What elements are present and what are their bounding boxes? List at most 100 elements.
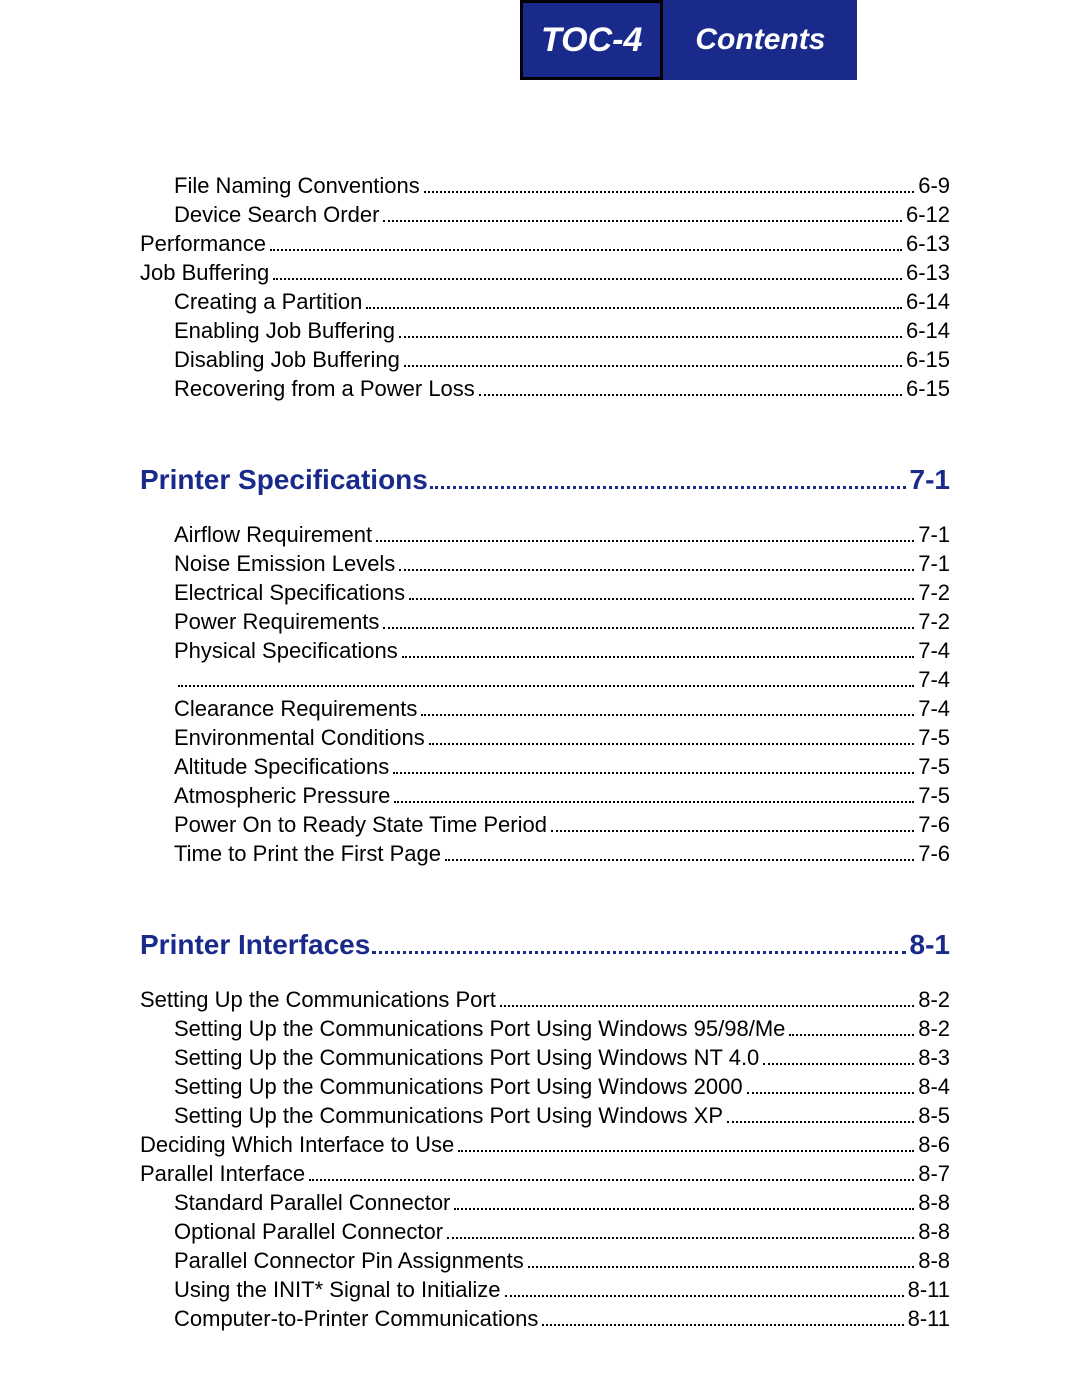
toc-leader-dots — [393, 772, 914, 774]
toc-entry-label: Environmental Conditions — [174, 725, 425, 751]
toc-entry-page: 7-4 — [918, 696, 950, 722]
toc-entry-label: Noise Emission Levels — [174, 551, 395, 577]
toc-entry-page: 6-14 — [906, 289, 950, 315]
toc-entry-label: Atmospheric Pressure — [174, 783, 390, 809]
toc-leader-dots — [270, 249, 902, 251]
toc-entry-page: 7-6 — [918, 812, 950, 838]
toc-leader-dots — [551, 830, 914, 832]
toc-entry[interactable]: Power Requirements 7-2 — [140, 609, 950, 635]
toc-leader-dots — [727, 1121, 914, 1123]
toc-leader-dots — [372, 951, 905, 954]
toc-entry[interactable]: Parallel Connector Pin Assignments8-8 — [140, 1248, 950, 1274]
toc-leader-dots — [445, 859, 914, 861]
toc-leader-dots — [424, 191, 914, 193]
section-after-gap — [140, 499, 950, 519]
toc-entry[interactable]: File Naming Conventions6-9 — [140, 173, 950, 199]
toc-entry-page: 7-6 — [918, 841, 950, 867]
toc-leader-dots — [404, 365, 902, 367]
contents-title-box: Contents — [663, 0, 857, 80]
toc-entry-page: 7-5 — [918, 783, 950, 809]
toc-leader-dots — [409, 598, 914, 600]
toc-entry[interactable]: Noise Emission Levels7-1 — [140, 551, 950, 577]
toc-entry-label: Setting Up the Communications Port — [140, 987, 496, 1013]
toc-entry[interactable]: 7-4 — [140, 667, 950, 693]
toc-entry-label: Computer-to-Printer Communications — [174, 1306, 538, 1332]
toc-entry-label: Power Requirements — [174, 609, 379, 635]
toc-entry[interactable]: Setting Up the Communications Port8-2 — [140, 987, 950, 1013]
toc-section-page: 8-1 — [910, 929, 950, 961]
section-gap — [140, 870, 950, 926]
toc-entry[interactable]: Performance6-13 — [140, 231, 950, 257]
toc-leader-dots — [500, 1005, 914, 1007]
toc-entry-page: 7-2 — [918, 609, 950, 635]
toc-entry-label: Clearance Requirements — [174, 696, 417, 722]
toc-leader-dots — [505, 1295, 904, 1297]
toc-entry[interactable]: Time to Print the First Page 7-6 — [140, 841, 950, 867]
toc-entry[interactable]: Electrical Specifications7-2 — [140, 580, 950, 606]
toc-leader-dots — [273, 278, 902, 280]
toc-body: File Naming Conventions6-9 Device Search … — [0, 80, 1080, 1395]
toc-entry[interactable]: Computer-to-Printer Communications8-11 — [140, 1306, 950, 1332]
toc-leader-dots — [458, 1150, 914, 1152]
toc-entry-label: Setting Up the Communications Port Using… — [174, 1016, 785, 1042]
toc-entry[interactable]: Setting Up the Communications Port Using… — [140, 1016, 950, 1042]
toc-entry[interactable]: Recovering from a Power Loss6-15 — [140, 376, 950, 402]
toc-entry-page: 8-8 — [918, 1248, 950, 1274]
toc-entry[interactable]: Power On to Ready State Time Period7-6 — [140, 812, 950, 838]
toc-entry[interactable]: Atmospheric Pressure 7-5 — [140, 783, 950, 809]
toc-section-page: 7-1 — [910, 464, 950, 496]
toc-entry-page: 6-15 — [906, 376, 950, 402]
toc-entry[interactable]: Optional Parallel Connector8-8 — [140, 1219, 950, 1245]
toc-entry-label: Setting Up the Communications Port Using… — [174, 1074, 743, 1100]
toc-section-title: Printer Interfaces — [140, 929, 370, 961]
toc-entry[interactable]: Setting Up the Communications Port Using… — [140, 1074, 950, 1100]
toc-entry-page: 8-8 — [918, 1219, 950, 1245]
toc-leader-dots — [376, 540, 914, 542]
toc-entry[interactable]: Job Buffering6-13 — [140, 260, 950, 286]
toc-entry[interactable]: Standard Parallel Connector8-8 — [140, 1190, 950, 1216]
toc-entry[interactable]: Enabling Job Buffering6-14 — [140, 318, 950, 344]
toc-section-heading[interactable]: Printer Specifications 7-1 — [140, 464, 950, 496]
toc-entry-page: 8-7 — [918, 1161, 950, 1187]
toc-leader-dots — [394, 801, 914, 803]
toc-entry[interactable]: Creating a Partition6-14 — [140, 289, 950, 315]
toc-leader-dots — [402, 656, 914, 658]
toc-entry-page: 6-15 — [906, 347, 950, 373]
toc-leader-dots — [789, 1034, 914, 1036]
toc-entry-label: Job Buffering — [140, 260, 269, 286]
toc-entry-page: 8-3 — [918, 1045, 950, 1071]
page-header: TOC-4 Contents — [520, 0, 1080, 80]
toc-entry-label: Using the INIT* Signal to Initialize — [174, 1277, 501, 1303]
toc-entry-label: Time to Print the First Page — [174, 841, 441, 867]
toc-leader-dots — [454, 1208, 914, 1210]
toc-entry-label: Standard Parallel Connector — [174, 1190, 450, 1216]
toc-entry-page: 8-5 — [918, 1103, 950, 1129]
toc-entry[interactable]: Disabling Job Buffering 6-15 — [140, 347, 950, 373]
toc-section-heading[interactable]: Printer Interfaces 8-1 — [140, 929, 950, 961]
toc-leader-dots — [309, 1179, 914, 1181]
toc-entry[interactable]: Physical Specifications7-4 — [140, 638, 950, 664]
toc-entry-label: Performance — [140, 231, 266, 257]
toc-entry[interactable]: Using the INIT* Signal to Initialize8-11 — [140, 1277, 950, 1303]
toc-entry[interactable]: Airflow Requirement7-1 — [140, 522, 950, 548]
toc-entry-page: 7-4 — [918, 638, 950, 664]
toc-leader-dots — [383, 220, 902, 222]
toc-entry-label: Disabling Job Buffering — [174, 347, 400, 373]
toc-entry-label: Deciding Which Interface to Use — [140, 1132, 454, 1158]
toc-entry-label: Setting Up the Communications Port Using… — [174, 1103, 723, 1129]
toc-entry-label: Electrical Specifications — [174, 580, 405, 606]
toc-entry-page: 6-12 — [906, 202, 950, 228]
toc-section-title: Printer Specifications — [140, 464, 428, 496]
toc-entry-page: 8-4 — [918, 1074, 950, 1100]
toc-entry[interactable]: Setting Up the Communications Port Using… — [140, 1103, 950, 1129]
toc-entry[interactable]: Device Search Order6-12 — [140, 202, 950, 228]
toc-entry[interactable]: Setting Up the Communications Port Using… — [140, 1045, 950, 1071]
toc-entry[interactable]: Deciding Which Interface to Use8-6 — [140, 1132, 950, 1158]
toc-entry[interactable]: Parallel Interface8-7 — [140, 1161, 950, 1187]
toc-leader-dots — [366, 307, 902, 309]
toc-entry-label: Setting Up the Communications Port Using… — [174, 1045, 759, 1071]
toc-entry[interactable]: Clearance Requirements 7-4 — [140, 696, 950, 722]
toc-entry[interactable]: Altitude Specifications7-5 — [140, 754, 950, 780]
pre-section-entries: File Naming Conventions6-9 Device Search … — [140, 173, 950, 402]
toc-entry[interactable]: Environmental Conditions7-5 — [140, 725, 950, 751]
